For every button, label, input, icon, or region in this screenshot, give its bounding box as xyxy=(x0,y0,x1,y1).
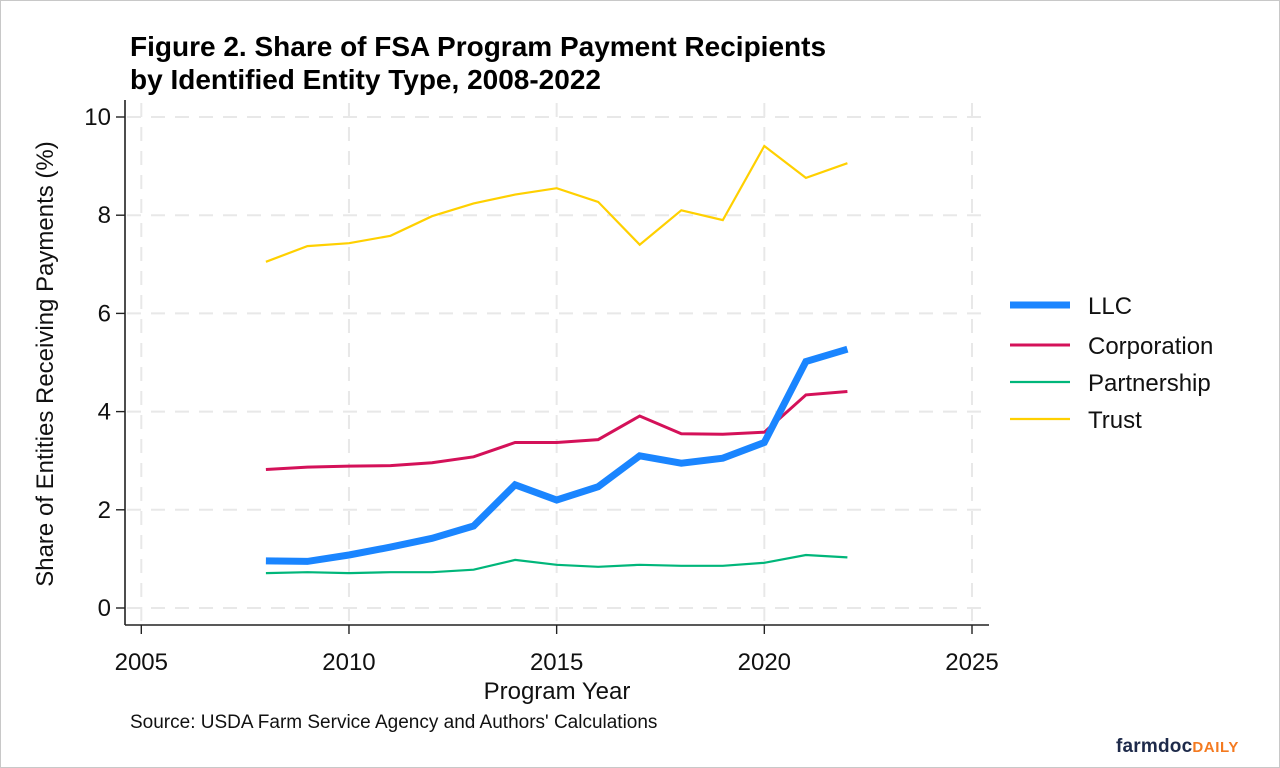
series-line-partnership xyxy=(265,553,848,575)
chart-title: Figure 2. Share of FSA Program Payment R… xyxy=(130,30,826,96)
chart-title-line-2: by Identified Entity Type, 2008-2022 xyxy=(130,64,601,95)
x-tick-label: 2005 xyxy=(115,649,168,676)
legend: LLC Corporation Partnership Trust xyxy=(1010,293,1213,434)
y-tick-label: 8 xyxy=(98,202,111,229)
x-tick-label: 2010 xyxy=(322,649,375,676)
y-tick-label: 6 xyxy=(98,300,111,327)
logo-part-farmdoc: farmdoc xyxy=(1116,736,1193,757)
series-lines xyxy=(265,144,849,575)
y-tick-label: 0 xyxy=(98,595,111,622)
x-axis-title: Program Year xyxy=(484,678,631,705)
y-tick-label: 10 xyxy=(84,104,111,131)
x-tick-label: 2020 xyxy=(738,649,791,676)
x-tick-label: 2025 xyxy=(945,649,998,676)
legend-label-corporation: Corporation xyxy=(1088,333,1213,360)
series-line-llc xyxy=(265,345,849,565)
legend-item-partnership: Partnership xyxy=(1010,370,1211,397)
legend-item-corporation: Corporation xyxy=(1010,333,1213,360)
logo-part-daily: DAILY xyxy=(1192,739,1239,756)
source-note: Source: USDA Farm Service Agency and Aut… xyxy=(130,712,658,733)
legend-item-trust: Trust xyxy=(1010,407,1142,434)
y-tick-label: 2 xyxy=(98,497,111,524)
y-tick-label: 4 xyxy=(98,399,111,426)
gridlines xyxy=(127,103,989,623)
farmdoc-daily-logo: farmdocDAILY xyxy=(1116,736,1239,758)
chart-title-line-1: Figure 2. Share of FSA Program Payment R… xyxy=(130,31,827,62)
axes: 0 2 4 6 8 10 2005 2010 2015 2020 2025 xyxy=(84,100,999,676)
x-tick-label: 2015 xyxy=(530,649,583,676)
legend-label-trust: Trust xyxy=(1088,407,1142,434)
y-axis-title: Share of Entities Receiving Payments (%) xyxy=(32,141,59,587)
series-line-corporation xyxy=(265,390,848,471)
series-line-trust xyxy=(265,144,848,263)
legend-label-partnership: Partnership xyxy=(1088,370,1211,397)
legend-label-llc: LLC xyxy=(1088,293,1132,320)
legend-item-llc: LLC xyxy=(1010,293,1132,320)
